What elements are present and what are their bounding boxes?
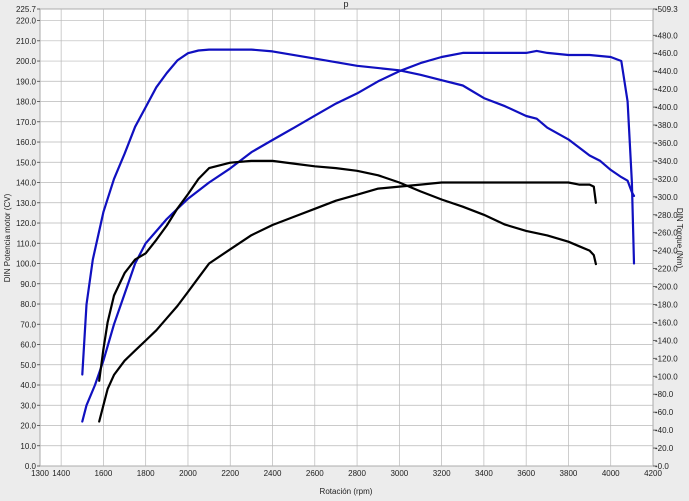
y-left-tick-label: 110.0 — [17, 239, 37, 248]
series-line-3-right — [98, 159, 598, 382]
y-left-tick-label: 170.0 — [16, 118, 37, 127]
y-right-tick-label: -420.0 — [655, 85, 678, 94]
y-left-tick-label: 180.0 — [16, 98, 37, 107]
series-line-4-left — [98, 181, 598, 423]
y-right-tick-label: -220.0 — [655, 265, 678, 274]
y-left-tick-label: 160.0 — [16, 138, 37, 147]
x-tick-label: 2200 — [221, 469, 239, 478]
y-left-tick-label: 20.0 — [20, 422, 36, 431]
x-tick-label: 2800 — [348, 469, 366, 478]
y-axis-left-label: DIN Potencia motor (CV) — [3, 193, 12, 282]
y-left-tick-label: 210.0 — [16, 37, 37, 46]
x-tick-label: 4000 — [602, 469, 620, 478]
y-left-tick-label: 30.0 — [20, 401, 36, 410]
y-right-tick-label: -160.0 — [655, 318, 678, 327]
y-right-tick-label: -280.0 — [655, 211, 678, 220]
y-left-tick-label: 50.0 — [20, 361, 36, 370]
y-right-tick-label: -60.0 — [655, 408, 674, 417]
y-left-tick-label: 70.0 — [20, 320, 36, 329]
y-right-tick-label: -480.0 — [655, 31, 678, 40]
y-left-tick-label: 225.7 — [16, 5, 37, 14]
series-line-2-left — [81, 49, 636, 423]
x-tick-label: 2600 — [306, 469, 324, 478]
x-tick-label: 1600 — [95, 469, 113, 478]
x-axis-label: Rotación (rpm) — [320, 487, 373, 496]
y-right-tick-label: -100.0 — [655, 372, 678, 381]
x-tick-label: 3400 — [475, 469, 493, 478]
x-tick-label: 1800 — [137, 469, 155, 478]
y-axis-right: -0.0 -20.0 -40.0 -60.0 -80.0 -100.0 -120.0 -140… — [653, 5, 678, 471]
series-group — [81, 48, 636, 423]
y-right-tick-label: -400.0 — [655, 103, 678, 112]
y-right-tick-label: -120.0 — [655, 354, 678, 363]
y-left-tick-label: 200.0 — [16, 57, 37, 66]
y-left-tick-label: 0.0 — [25, 462, 37, 471]
y-left-tick-label: 10.0 — [20, 442, 36, 451]
y-right-tick-label: -440.0 — [655, 67, 678, 76]
x-axis: 1300 1400 1600 1800 2000 2200 2400 2600 2800 3000… — [31, 469, 662, 478]
y-right-tick-label: -200.0 — [655, 283, 678, 292]
y-left-tick-label: 140.0 — [16, 179, 37, 188]
y-right-tick-label: -140.0 — [655, 336, 678, 345]
x-tick-label: 1400 — [52, 469, 70, 478]
y-left-tick-label: 220.0 — [16, 17, 37, 26]
x-tick-label: 4200 — [644, 469, 662, 478]
y-left-tick-label: 40.0 — [20, 381, 36, 390]
plot-area — [39, 8, 654, 467]
y-right-tick-label: -300.0 — [655, 193, 678, 202]
y-right-tick-label: -380.0 — [655, 121, 678, 130]
y-axis-right-label: DIN Torque (Nm) — [675, 208, 684, 269]
x-tick-label: 2400 — [264, 469, 282, 478]
y-right-tick-label: -0.0 — [655, 462, 669, 471]
y-right-tick-label: -180.0 — [655, 300, 678, 309]
y-right-tick-label: -320.0 — [655, 175, 678, 184]
y-right-tick-label: -80.0 — [655, 390, 674, 399]
x-tick-label: 3800 — [560, 469, 578, 478]
y-left-tick-label: 120.0 — [16, 219, 37, 228]
y-axis-left: 0.0 10.0 20.0 30.0 40.0 50.0 60.0 70.0 80.0 90.0 1… — [16, 5, 40, 471]
x-tick-label: 3600 — [517, 469, 535, 478]
y-left-tick-label: 100.0 — [16, 260, 37, 269]
y-right-tick-label: -20.0 — [655, 444, 674, 453]
y-right-tick-label: -240.0 — [655, 247, 678, 256]
x-tick-label: 3000 — [390, 469, 408, 478]
y-left-tick-label: 190.0 — [16, 77, 37, 86]
y-right-tick-label: -340.0 — [655, 157, 678, 166]
y-left-tick-label: 130.0 — [16, 199, 37, 208]
y-left-tick-label: 80.0 — [20, 300, 36, 309]
x-tick-label: 3200 — [433, 469, 451, 478]
x-tick-label: 2000 — [179, 469, 197, 478]
y-left-tick-label: 150.0 — [16, 158, 37, 167]
y-right-tick-label: -460.0 — [655, 49, 678, 58]
y-right-tick-label: -260.0 — [655, 229, 678, 238]
y-right-tick-label: -509.3 — [655, 5, 678, 14]
grid — [39, 8, 654, 467]
y-right-tick-label: -360.0 — [655, 139, 678, 148]
series-line-1-right — [81, 48, 636, 376]
x-tick-label: 1300 — [31, 469, 49, 478]
y-left-tick-label: 90.0 — [20, 280, 36, 289]
y-left-tick-label: 60.0 — [20, 341, 36, 350]
chart-title: p — [343, 0, 348, 9]
y-right-tick-label: -40.0 — [655, 426, 674, 435]
